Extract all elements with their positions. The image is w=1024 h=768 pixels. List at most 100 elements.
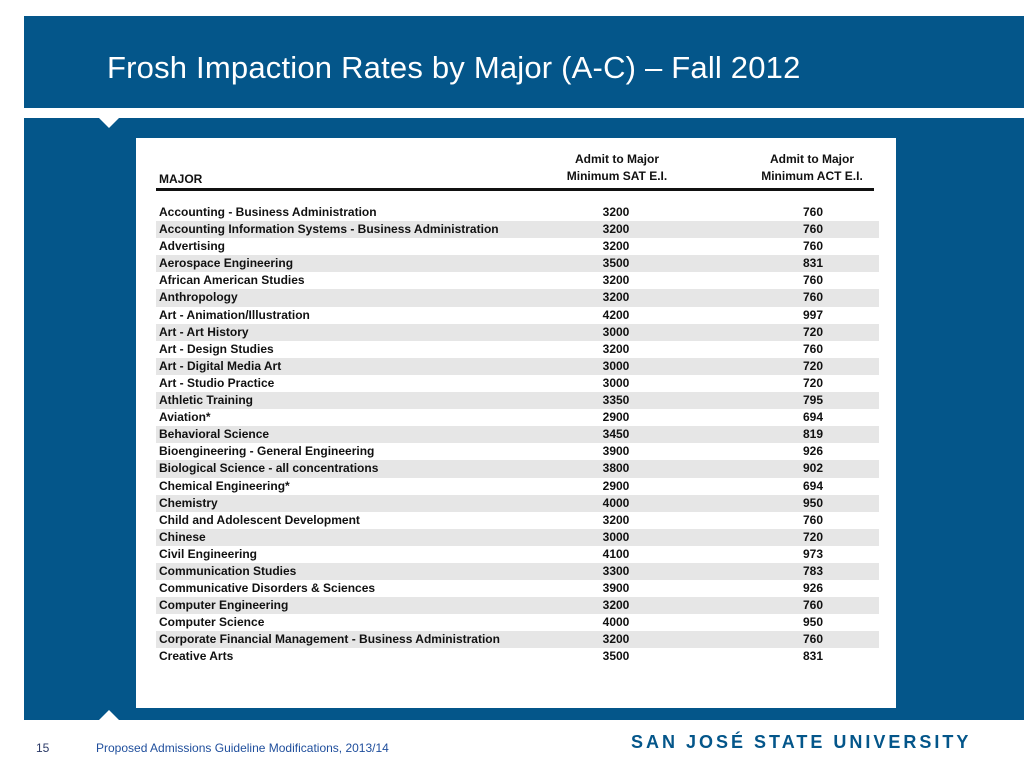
table-row: Art - Digital Media Art 3000 720 [156, 357, 879, 375]
cell-sat: 3200 [602, 239, 630, 254]
table-row: Communicative Disorders & Sciences 3900 92… [156, 580, 879, 597]
table-body: Accounting - Business Administration 3200… [156, 204, 879, 666]
footer-caption: Proposed Admissions Guideline Modificati… [96, 741, 389, 755]
table-row: Chinese 3000 720 [156, 528, 879, 546]
slide-title: Frosh Impaction Rates by Major (A-C) – F… [107, 50, 801, 85]
cell-act: 831 [802, 256, 824, 271]
cell-major: Behavioral Science [159, 427, 270, 442]
cell-act: 997 [802, 307, 824, 322]
panel-notch-top [99, 118, 119, 128]
table-row: Art - Animation/Illustration 4200 997 [156, 307, 879, 324]
cell-major: Chemistry [159, 495, 218, 510]
table-row: Computer Science 4000 950 [156, 614, 879, 631]
table-row: Chemistry 4000 950 [156, 494, 879, 512]
table-row: Civil Engineering 4100 973 [156, 546, 879, 563]
cell-act: 902 [802, 461, 824, 476]
cell-act: 694 [802, 410, 824, 425]
cell-sat: 3300 [602, 563, 630, 578]
page-number: 15 [36, 741, 50, 755]
table-row: Art - Studio Practice 3000 720 [156, 375, 879, 392]
cell-major: Child and Adolescent Development [159, 512, 360, 527]
cell-sat: 4100 [602, 546, 630, 561]
table-row: Chemical Engineering* 2900 694 [156, 478, 879, 495]
cell-major: Art - Design Studies [159, 341, 274, 356]
table-row: Creative Arts 3500 831 [156, 648, 879, 665]
title-bar: Frosh Impaction Rates by Major (A-C) – F… [24, 16, 1024, 108]
cell-act: 760 [802, 239, 824, 254]
panel-notch-bottom [99, 710, 119, 720]
cell-major: Communicative Disorders & Sciences [159, 581, 376, 596]
column-header-act-line1: Admit to Major [770, 152, 854, 166]
cell-act: 950 [802, 615, 824, 630]
cell-act: 831 [802, 649, 824, 664]
table-row: Art - Design Studies 3200 760 [156, 341, 879, 358]
cell-major: Advertising [159, 239, 226, 254]
cell-act: 720 [802, 529, 824, 544]
cell-sat: 3200 [602, 632, 630, 647]
column-header-act-line2: Minimum ACT E.I. [761, 169, 863, 183]
table-row: Biological Science - all concentrations 3… [156, 460, 879, 478]
cell-act: 694 [802, 478, 824, 493]
cell-sat: 3200 [602, 512, 630, 527]
cell-major: Creative Arts [159, 649, 234, 664]
cell-sat: 3900 [602, 581, 630, 596]
cell-act: 819 [802, 427, 824, 442]
header-divider [156, 188, 874, 191]
cell-major: Art - Digital Media Art [159, 358, 282, 373]
cell-major: Chemical Engineering* [159, 478, 290, 493]
cell-sat: 3800 [602, 461, 630, 476]
table-row: Advertising 3200 760 [156, 238, 879, 255]
cell-sat: 3000 [602, 529, 630, 544]
column-header-act: Admit to Major Minimum ACT E.I. [737, 151, 887, 185]
cell-act: 795 [802, 393, 824, 408]
cell-major: Accounting - Business Administration [159, 205, 377, 219]
cell-act: 720 [802, 358, 824, 373]
cell-sat: 3350 [602, 393, 630, 408]
cell-major: Chinese [159, 529, 206, 544]
cell-major: Anthropology [159, 290, 238, 305]
cell-major: Art - Studio Practice [159, 375, 275, 390]
cell-act: 973 [802, 546, 824, 561]
cell-sat: 3450 [602, 427, 630, 442]
cell-sat: 2900 [602, 410, 630, 425]
cell-sat: 3200 [602, 290, 630, 305]
cell-sat: 2900 [602, 478, 630, 493]
cell-major: Biological Science - all concentrations [159, 461, 379, 476]
column-header-major: MAJOR [159, 172, 203, 186]
cell-act: 720 [802, 324, 824, 339]
table-row: African American Studies 3200 760 [156, 272, 879, 289]
cell-major: Aviation* [159, 410, 211, 425]
column-header-sat-line2: Minimum SAT E.I. [566, 169, 668, 183]
cell-act: 783 [802, 563, 824, 578]
cell-sat: 3500 [602, 649, 630, 664]
cell-major: Computer Engineering [159, 598, 289, 613]
table-row: Behavioral Science 3450 819 [156, 426, 879, 444]
cell-major: Art - Art History [159, 324, 249, 339]
cell-act: 926 [802, 581, 824, 596]
cell-act: 760 [802, 273, 824, 288]
table-row: Computer Engineering 3200 760 [156, 597, 879, 615]
column-header-sat: Admit to Major Minimum SAT E.I. [542, 151, 692, 185]
cell-sat: 3200 [602, 341, 630, 356]
cell-sat: 3200 [602, 273, 630, 288]
cell-sat: 3200 [602, 222, 630, 237]
cell-major: Art - Animation/Illustration [159, 307, 310, 322]
table-row: Art - Art History 3000 720 [156, 323, 879, 341]
table-row: Aviation* 2900 694 [156, 409, 879, 426]
cell-sat: 4200 [602, 307, 630, 322]
cell-sat: 3000 [602, 375, 630, 390]
cell-major: Bioengineering - General Engineering [159, 444, 375, 459]
cell-major: Civil Engineering [159, 546, 258, 561]
impaction-table: MAJOR Admit to Major Minimum SAT E.I. Ad… [136, 138, 896, 708]
table-row: Accounting - Business Administration 3200… [156, 204, 879, 221]
cell-act: 950 [802, 495, 824, 510]
cell-sat: 3200 [602, 598, 630, 613]
cell-major: Communication Studies [159, 563, 297, 578]
cell-sat: 3500 [602, 256, 630, 271]
cell-sat: 3200 [602, 205, 630, 219]
cell-major: Athletic Training [159, 393, 254, 408]
table-row: Accounting Information Systems - Busines… [156, 221, 879, 239]
left-margin [0, 0, 24, 768]
table-row: Communication Studies 3300 783 [156, 562, 879, 581]
cell-act: 760 [802, 341, 824, 356]
